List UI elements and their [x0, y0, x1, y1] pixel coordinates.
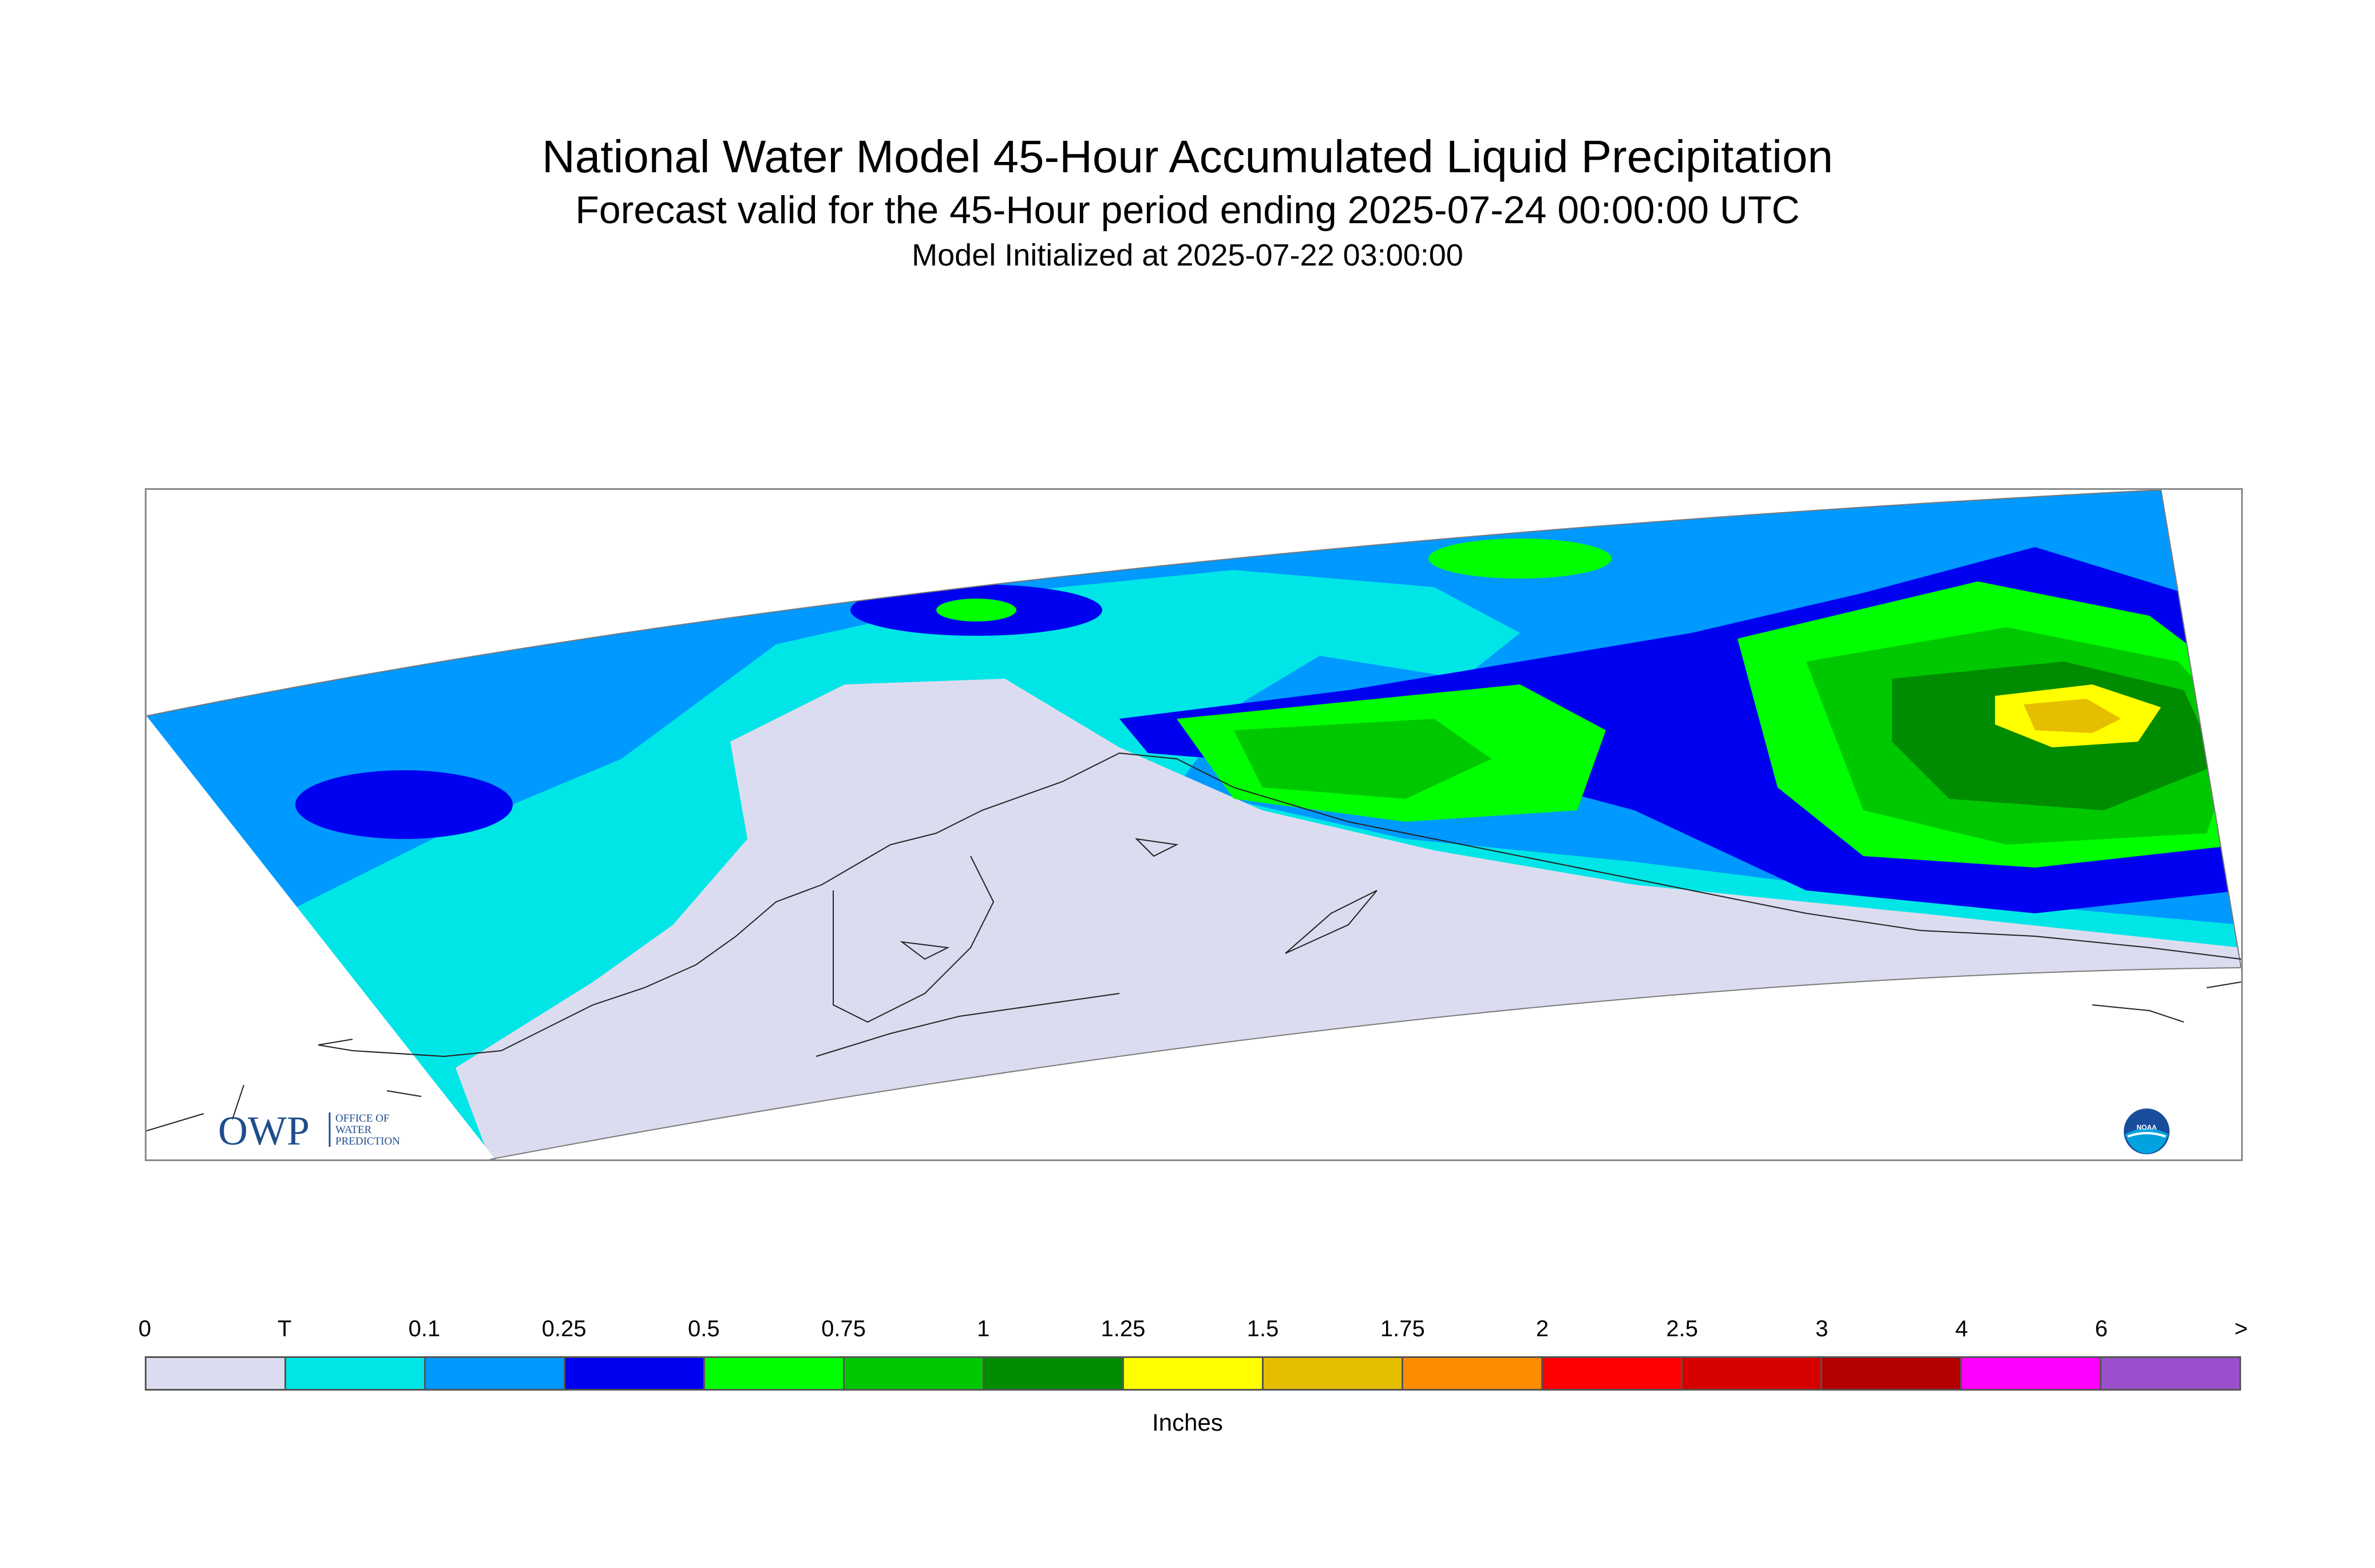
legend-tick-label: 1 — [977, 1316, 990, 1341]
precipitation-map[interactable]: OWP OFFICE OF WATER PREDICTION NOAA — [145, 488, 2243, 1161]
owp-logo-main: OWP — [218, 1109, 310, 1149]
legend-swatch — [1124, 1358, 1264, 1389]
color-legend — [145, 1356, 2241, 1391]
precip-field — [147, 490, 2241, 1159]
legend-swatch — [286, 1358, 426, 1389]
legend-tick-label: 2 — [1535, 1316, 1549, 1341]
map-canvas — [147, 490, 2241, 1159]
legend-tick-label: 0 — [138, 1316, 152, 1341]
owp-logo-line3: PREDICTION — [335, 1135, 400, 1147]
legend-tick-label: 0.75 — [821, 1316, 866, 1341]
legend-tick-label: 0.25 — [541, 1316, 587, 1341]
model-init-time: Model Initialized at 2025-07-22 03:00:00 — [912, 238, 1463, 272]
legend-tick-label: 1.75 — [1380, 1316, 1425, 1341]
legend-swatch — [984, 1358, 1124, 1389]
legend-swatch — [565, 1358, 705, 1389]
legend-tick-label: 0.1 — [408, 1316, 441, 1341]
legend-swatch — [426, 1358, 565, 1389]
map-title: National Water Model 45-Hour Accumulated… — [542, 131, 1833, 182]
legend-tick-label: 4 — [1955, 1316, 1968, 1341]
noaa-logo: NOAA — [2124, 1108, 2170, 1154]
owp-logo-line2: WATER — [335, 1124, 372, 1136]
legend-swatch — [1822, 1358, 1962, 1389]
band-1.5 — [2024, 699, 2121, 733]
legend-units: Inches — [1152, 1409, 1223, 1436]
legend-swatch — [1264, 1358, 1403, 1389]
legend-tick-label: 3 — [1815, 1316, 1828, 1341]
legend-tick-label: 2.5 — [1666, 1316, 1698, 1341]
legend-tick-label: T — [277, 1316, 292, 1341]
owp-logo-line1: OFFICE OF — [335, 1112, 390, 1124]
legend-tick-label: 1.25 — [1101, 1316, 1146, 1341]
coastlines — [147, 752, 2241, 1131]
noaa-logo-text: NOAA — [2136, 1123, 2157, 1131]
legend-swatch — [845, 1358, 984, 1389]
legend-swatch — [1683, 1358, 1822, 1389]
legend-swatch — [1543, 1358, 1683, 1389]
legend-tick-label: > — [2234, 1316, 2248, 1341]
legend-tick-label: 1.5 — [1246, 1316, 1279, 1341]
legend-swatch — [1403, 1358, 1543, 1389]
owp-logo: OWP OFFICE OF WATER PREDICTION — [218, 1109, 400, 1149]
legend-swatch — [705, 1358, 845, 1389]
legend-swatch — [1962, 1358, 2101, 1389]
legend-tick-label: 0.5 — [687, 1316, 720, 1341]
legend-swatch — [2101, 1358, 2239, 1389]
legend-tick-label: 6 — [2095, 1316, 2108, 1341]
legend-swatch — [147, 1358, 286, 1389]
dry-region — [456, 679, 2241, 1159]
map-subtitle: Forecast valid for the 45-Hour period en… — [575, 188, 1800, 232]
